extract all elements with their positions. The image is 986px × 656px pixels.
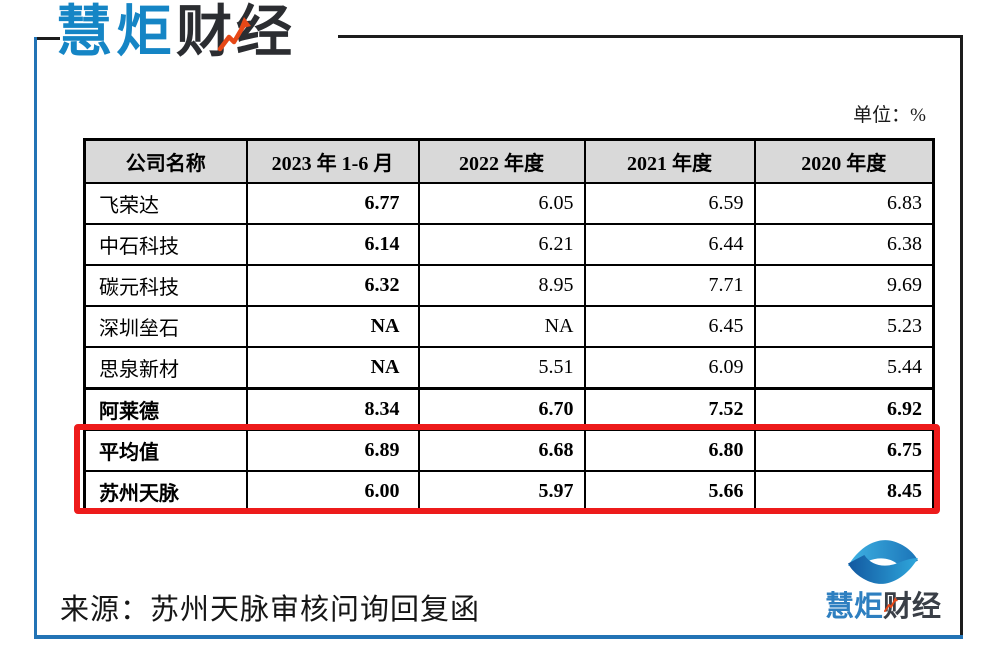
value-cell: 6.44 bbox=[583, 223, 756, 266]
table-row: 中石科技 6.14 6.21 6.44 6.38 bbox=[83, 223, 935, 266]
frame-top-line bbox=[338, 35, 963, 38]
table-row: 飞荣达 6.77 6.05 6.59 6.83 bbox=[83, 182, 935, 225]
brand-logo-text-dark: 财经 bbox=[176, 0, 296, 63]
company-name-cell: 碳元科技 bbox=[83, 264, 248, 307]
value-cell: 6.75 bbox=[753, 429, 935, 472]
table-row: 思泉新材 NA 5.51 6.09 5.44 bbox=[83, 346, 935, 390]
value-cell: 5.51 bbox=[417, 346, 586, 390]
company-name-cell: 思泉新材 bbox=[83, 346, 248, 390]
brand-logo: 慧炬财经 bbox=[56, 1, 296, 63]
frame-top-left-line bbox=[34, 37, 60, 40]
value-cell: 8.95 bbox=[417, 264, 586, 307]
value-cell: 6.68 bbox=[417, 429, 586, 472]
brand-logo-text-blue: 慧炬 bbox=[56, 0, 176, 63]
column-header-1: 2023 年 1-6 月 bbox=[245, 138, 420, 184]
value-cell: 6.45 bbox=[583, 305, 756, 348]
frame-bottom-line bbox=[34, 635, 963, 639]
footer-logo-text: 慧炬财经 bbox=[822, 592, 944, 622]
value-cell: NA bbox=[245, 346, 420, 390]
table-row: 平均值 6.89 6.68 6.80 6.75 bbox=[83, 429, 935, 472]
value-cell: 6.89 bbox=[245, 429, 420, 472]
value-cell: 6.00 bbox=[245, 470, 420, 514]
value-cell: 6.09 bbox=[583, 346, 756, 390]
column-header-3: 2021 年度 bbox=[583, 138, 756, 184]
value-cell: 6.59 bbox=[583, 182, 756, 225]
stock-arrow-icon bbox=[217, 17, 251, 52]
footer-logo: 慧炬财经 bbox=[822, 534, 944, 622]
frame-right-line bbox=[960, 35, 963, 638]
column-header-4: 2020 年度 bbox=[753, 138, 935, 184]
company-name-cell: 平均值 bbox=[83, 429, 248, 472]
table-row: 深圳垒石 NA NA 6.45 5.23 bbox=[83, 305, 935, 348]
column-header-0: 公司名称 bbox=[83, 138, 248, 184]
value-cell: 6.21 bbox=[417, 223, 586, 266]
value-cell: 6.83 bbox=[753, 182, 935, 225]
value-cell: 6.70 bbox=[417, 387, 586, 431]
value-cell: 6.05 bbox=[417, 182, 586, 225]
company-name-cell: 飞荣达 bbox=[83, 182, 248, 225]
value-cell: NA bbox=[417, 305, 586, 348]
value-cell: 7.71 bbox=[583, 264, 756, 307]
value-cell: 6.38 bbox=[753, 223, 935, 266]
value-cell: 6.80 bbox=[583, 429, 756, 472]
value-cell: 5.97 bbox=[417, 470, 586, 514]
value-cell: 8.45 bbox=[753, 470, 935, 514]
company-name-cell: 中石科技 bbox=[83, 223, 248, 266]
value-cell: 6.32 bbox=[245, 264, 420, 307]
table-body: 飞荣达 6.77 6.05 6.59 6.83 中石科技 6.14 6.21 6.44 6.38 碳… bbox=[83, 182, 935, 514]
value-cell: 7.52 bbox=[583, 387, 756, 431]
value-cell: 5.66 bbox=[583, 470, 756, 514]
footer-logo-icon bbox=[848, 540, 918, 584]
table-row: 碳元科技 6.32 8.95 7.71 9.69 bbox=[83, 264, 935, 307]
unit-label: 单位：% bbox=[853, 105, 926, 126]
table-header-row: 公司名称 2023 年 1-6 月 2022 年度 2021 年度 2020 年度 bbox=[83, 138, 935, 184]
company-name-cell: 深圳垒石 bbox=[83, 305, 248, 348]
table-row: 苏州天脉 6.00 5.97 5.66 8.45 bbox=[83, 470, 935, 514]
footer-logo-text-dark: 财经 bbox=[883, 591, 942, 623]
column-header-2: 2022 年度 bbox=[417, 138, 586, 184]
table-row: 阿莱德 8.34 6.70 7.52 6.92 bbox=[83, 387, 935, 431]
value-cell: 5.23 bbox=[753, 305, 935, 348]
source-note: 来源：苏州天脉审核问询回复函 bbox=[60, 594, 481, 626]
company-name-cell: 阿莱德 bbox=[83, 387, 248, 431]
value-cell: 6.77 bbox=[245, 182, 420, 225]
comparison-table: 公司名称 2023 年 1-6 月 2022 年度 2021 年度 2020 年度 飞荣… bbox=[83, 138, 935, 514]
footer-logo-text-blue: 慧炬 bbox=[824, 591, 883, 623]
value-cell: 6.14 bbox=[245, 223, 420, 266]
frame-left-line bbox=[34, 37, 37, 638]
value-cell: 8.34 bbox=[245, 387, 420, 431]
value-cell: 6.92 bbox=[753, 387, 935, 431]
footer-stock-arrow-icon bbox=[884, 597, 898, 612]
value-cell: 9.69 bbox=[753, 264, 935, 307]
value-cell: 5.44 bbox=[753, 346, 935, 390]
company-name-cell: 苏州天脉 bbox=[83, 470, 248, 514]
value-cell: NA bbox=[245, 305, 420, 348]
